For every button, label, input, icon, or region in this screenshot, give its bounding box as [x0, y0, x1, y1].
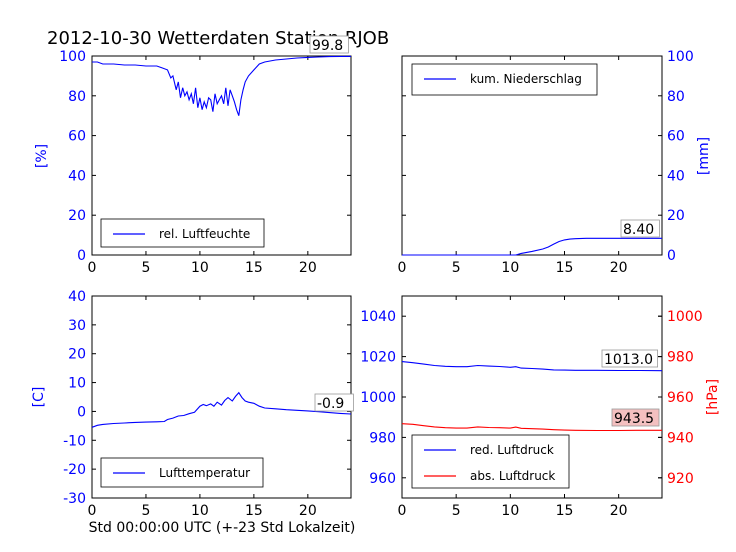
value-label: -0.9	[317, 396, 344, 412]
y-tick-label: 80	[667, 89, 685, 105]
pressure-panel: 0 5 10 15 20 960 980 1000 1020 1040 920 940 960 980 10…	[360, 295, 721, 519]
value-label: 8.40	[623, 222, 654, 238]
x-tick-label: 15	[556, 503, 574, 519]
legend-label: Lufttemperatur	[159, 466, 250, 480]
y2-tick-label: 980	[667, 350, 694, 366]
y-tick-label: 1000	[360, 390, 396, 406]
x-tick-label: 10	[501, 503, 519, 519]
y-tick-label: 100	[59, 49, 86, 65]
x-tick-label: 5	[141, 260, 150, 276]
x-tick-label: 10	[501, 260, 519, 276]
humidity-panel: 0 5 10 15 20 0 20 40 60 80 100 [%] rel. Luftfeuchte 9…	[34, 35, 352, 276]
y2-tick-label: 920	[667, 471, 694, 487]
y-axis-label: [%]	[34, 144, 50, 168]
x-tick-label: 15	[245, 260, 263, 276]
y-tick-label: 20	[68, 347, 86, 363]
value-label: 99.8	[312, 38, 343, 54]
series-line-0	[92, 55, 351, 116]
x-tick-label: 10	[191, 260, 209, 276]
y-tick-label: -20	[63, 462, 86, 478]
series-line-0	[402, 237, 662, 256]
x-tick-label: 5	[141, 503, 150, 519]
x-tick-label: 0	[88, 260, 97, 276]
series-line-0	[91, 391, 352, 428]
y-tick-label: 40	[667, 168, 685, 184]
x-tick-label: 15	[245, 503, 263, 519]
figure-title: 2012-10-30 Wetterdaten Station RJOB	[47, 28, 389, 49]
temperature-panel: 0 5 10 15 20 -30 -20 -10 0 10 20 30 40 [C] Lufttempera…	[31, 289, 354, 519]
x-axis-label: Std 00:00:00 UTC (+-23 Std Lokalzeit)	[89, 520, 356, 536]
legend-label: abs. Luftdruck	[470, 469, 555, 483]
value-label-2-box	[611, 408, 660, 427]
y-tick-label: 60	[68, 129, 86, 145]
value-label-2: 943.5	[614, 411, 654, 427]
y-tick-label: 30	[68, 318, 86, 334]
y-axis-label: [C]	[31, 387, 47, 408]
y-tick-label: 40	[68, 289, 86, 305]
y2-tick-label: 1000	[667, 309, 703, 325]
value-label-box	[309, 35, 349, 54]
y-tick-label: -30	[63, 491, 86, 507]
x-tick-label: 20	[610, 260, 628, 276]
y-axis-label: [hPa]	[705, 379, 721, 415]
y-tick-label: 60	[667, 129, 685, 145]
x-tick-label: 20	[610, 503, 628, 519]
x-tick-label: 15	[556, 260, 574, 276]
value-label-box	[314, 393, 354, 412]
y-tick-label: 960	[369, 471, 396, 487]
y-tick-label: 1040	[360, 309, 396, 325]
y-tick-label: -10	[63, 433, 86, 449]
y-tick-label: 0	[77, 404, 86, 420]
legend-label: rel. Luftfeuchte	[159, 227, 250, 241]
x-tick-label: 0	[398, 503, 407, 519]
precipitation-panel: 0 5 10 15 20 0 20 40 60 80 100 [mm] kum. Niederschla…	[398, 49, 712, 276]
legend-box	[100, 218, 265, 248]
y2-tick-label: 940	[667, 430, 694, 446]
x-tick-label: 5	[452, 260, 461, 276]
x-tick-label: 10	[191, 503, 209, 519]
series-line-1	[401, 423, 662, 432]
x-tick-label: 20	[299, 503, 317, 519]
y-tick-label: 20	[68, 208, 86, 224]
y-tick-label: 0	[77, 248, 86, 264]
y-tick-label: 80	[68, 89, 86, 105]
legend-box	[411, 434, 570, 489]
y2-tick-label: 960	[667, 390, 694, 406]
x-tick-label: 0	[88, 503, 97, 519]
y-tick-label: 1020	[360, 350, 396, 366]
value-label: 1013.0	[604, 352, 653, 368]
value-label-box	[620, 219, 660, 238]
x-tick-label: 0	[398, 260, 407, 276]
legend-label: kum. Niederschlag	[470, 72, 582, 86]
y-tick-label: 10	[68, 376, 86, 392]
series-line-0	[401, 361, 663, 372]
y-tick-label: 20	[667, 208, 685, 224]
y-tick-label: 40	[68, 168, 86, 184]
value-label-box	[601, 349, 658, 368]
y-tick-label: 980	[369, 430, 396, 446]
x-tick-label: 5	[452, 503, 461, 519]
y-axis-label: [mm]	[696, 137, 712, 175]
y-tick-label: 0	[667, 248, 676, 264]
y-tick-label: 100	[667, 49, 694, 65]
legend-label: red. Luftdruck	[470, 443, 554, 457]
x-tick-label: 20	[299, 260, 317, 276]
